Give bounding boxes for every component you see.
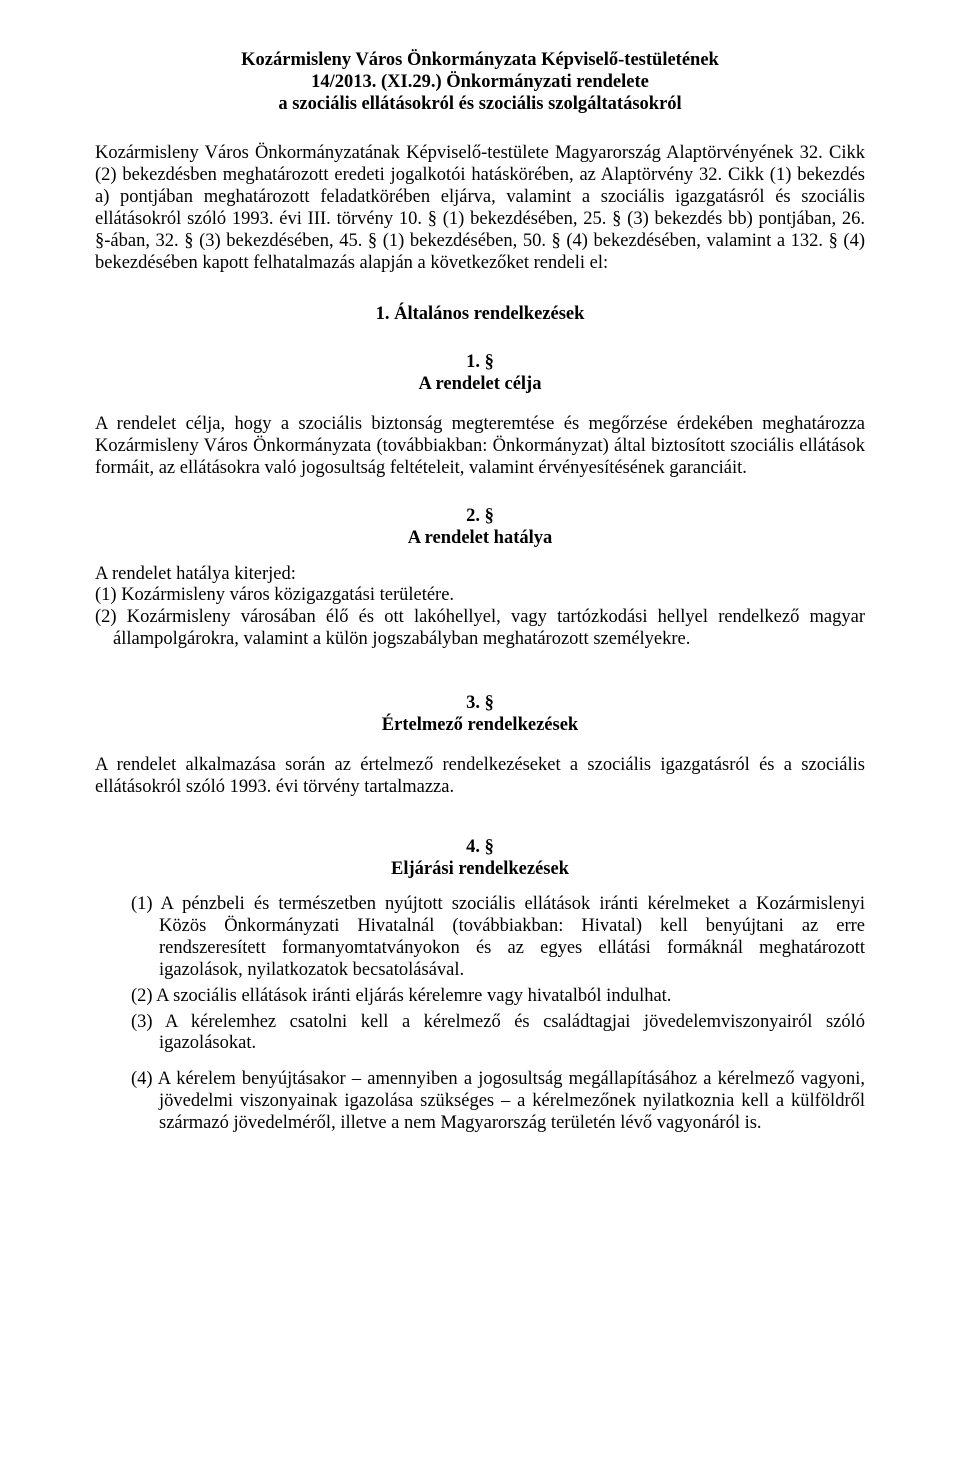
subsection-4-list: (1) A pénzbeli és természetben nyújtott … — [95, 894, 865, 1134]
subsection-1-number: 1. § — [95, 352, 865, 374]
document-page: Kozármisleny Város Önkormányzata Képvise… — [0, 0, 960, 1179]
section-1-heading: 1. Általános rendelkezések — [95, 304, 865, 326]
subsection-1-title: A rendelet célja — [95, 374, 865, 396]
subsection-4-item-1: (1) A pénzbeli és természetben nyújtott … — [131, 894, 865, 981]
subsection-4-item-2: (2) A szociális ellátások iránti eljárás… — [131, 986, 865, 1008]
title-line-3: a szociális ellátásokról és szociális sz… — [95, 94, 865, 116]
subsection-4-title: Eljárási rendelkezések — [95, 859, 865, 881]
subsection-2-list: A rendelet hatálya kiterjed: (1) Kozármi… — [95, 564, 865, 651]
subsection-2-item-1: (1) Kozármisleny város közigazgatási ter… — [95, 585, 865, 607]
subsection-3-number: 3. § — [95, 693, 865, 715]
subsection-1-body: A rendelet célja, hogy a szociális bizto… — [95, 414, 865, 479]
document-title-block: Kozármisleny Város Önkormányzata Képvise… — [95, 50, 865, 115]
subsection-2-item-2: (2) Kozármisleny városában élő és ott la… — [95, 607, 865, 651]
title-line-2: 14/2013. (XI.29.) Önkormányzati rendelet… — [95, 72, 865, 94]
subsection-2-number: 2. § — [95, 506, 865, 528]
preamble-paragraph: Kozármisleny Város Önkormányzatának Képv… — [95, 143, 865, 274]
subsection-2-title: A rendelet hatálya — [95, 528, 865, 550]
subsection-2-lead: A rendelet hatálya kiterjed: — [95, 564, 865, 586]
subsection-4-item-3: (3) A kérelemhez csatolni kell a kérelme… — [131, 1012, 865, 1056]
subsection-3-title: Értelmező rendelkezések — [95, 715, 865, 737]
subsection-3-body: A rendelet alkalmazása során az értelmez… — [95, 755, 865, 799]
title-line-1: Kozármisleny Város Önkormányzata Képvise… — [95, 50, 865, 72]
subsection-4-number: 4. § — [95, 837, 865, 859]
subsection-4-item-4: (4) A kérelem benyújtásakor – amennyiben… — [131, 1069, 865, 1134]
